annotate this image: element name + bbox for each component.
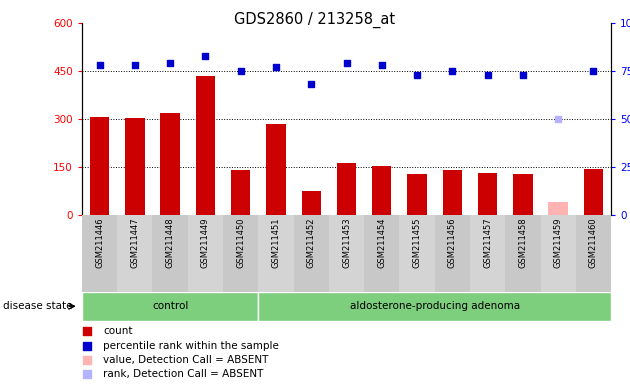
Text: GSM211459: GSM211459 [554, 217, 563, 268]
Bar [541, 215, 576, 292]
Text: GSM211452: GSM211452 [307, 217, 316, 268]
Text: GDS2860 / 213258_at: GDS2860 / 213258_at [234, 12, 396, 28]
Bar [505, 215, 541, 292]
Bar [399, 215, 435, 292]
Text: aldosterone-producing adenoma: aldosterone-producing adenoma [350, 301, 520, 311]
Bar [513, 174, 532, 215]
Bar [117, 215, 152, 292]
Text: control: control [152, 301, 188, 311]
Bar [161, 113, 180, 215]
Bar [125, 118, 144, 215]
Text: GSM211453: GSM211453 [342, 217, 351, 268]
Bar [152, 215, 188, 292]
Point [82, 343, 92, 349]
Point [341, 60, 352, 66]
Point [483, 72, 493, 78]
Bar [337, 163, 356, 215]
Bar [82, 292, 258, 321]
Bar [372, 166, 391, 215]
Text: disease state: disease state [3, 301, 72, 311]
Text: GSM211447: GSM211447 [130, 217, 139, 268]
Text: GSM211448: GSM211448 [166, 217, 175, 268]
Text: GSM211451: GSM211451 [272, 217, 280, 268]
Bar [231, 170, 250, 215]
Text: GSM211449: GSM211449 [201, 217, 210, 268]
Bar [576, 215, 611, 292]
Bar [443, 170, 462, 215]
Point [94, 62, 105, 68]
Bar [408, 174, 427, 215]
Point [271, 64, 281, 70]
Bar [223, 215, 258, 292]
Bar [90, 118, 109, 215]
Point [377, 62, 387, 68]
Point [412, 72, 422, 78]
Bar [364, 215, 399, 292]
Bar [470, 215, 505, 292]
Text: GSM211460: GSM211460 [589, 217, 598, 268]
Text: GSM211454: GSM211454 [377, 217, 386, 268]
Point [553, 116, 563, 122]
Bar [435, 215, 470, 292]
Text: GSM211455: GSM211455 [413, 217, 421, 268]
Text: GSM211456: GSM211456 [448, 217, 457, 268]
Bar [258, 215, 294, 292]
Point [82, 328, 92, 334]
Point [236, 68, 246, 74]
Point [588, 68, 598, 74]
Point [447, 68, 457, 74]
Point [200, 53, 210, 59]
Bar [82, 215, 117, 292]
Text: value, Detection Call = ABSENT: value, Detection Call = ABSENT [103, 355, 268, 365]
Text: percentile rank within the sample: percentile rank within the sample [103, 341, 279, 351]
Point [82, 357, 92, 363]
Bar [549, 202, 568, 215]
Point [82, 371, 92, 377]
Text: GSM211458: GSM211458 [518, 217, 527, 268]
Bar [258, 292, 611, 321]
Text: rank, Detection Call = ABSENT: rank, Detection Call = ABSENT [103, 369, 263, 379]
Text: count: count [103, 326, 132, 336]
Point [306, 81, 316, 88]
Text: GSM211446: GSM211446 [95, 217, 104, 268]
Text: GSM211457: GSM211457 [483, 217, 492, 268]
Point [518, 72, 528, 78]
Bar [329, 215, 364, 292]
Text: GSM211450: GSM211450 [236, 217, 245, 268]
Bar [302, 191, 321, 215]
Point [130, 62, 140, 68]
Bar [478, 174, 497, 215]
Bar [584, 169, 603, 215]
Bar [196, 76, 215, 215]
Point [165, 60, 175, 66]
Bar [188, 215, 223, 292]
Bar [266, 124, 285, 215]
Bar [294, 215, 329, 292]
